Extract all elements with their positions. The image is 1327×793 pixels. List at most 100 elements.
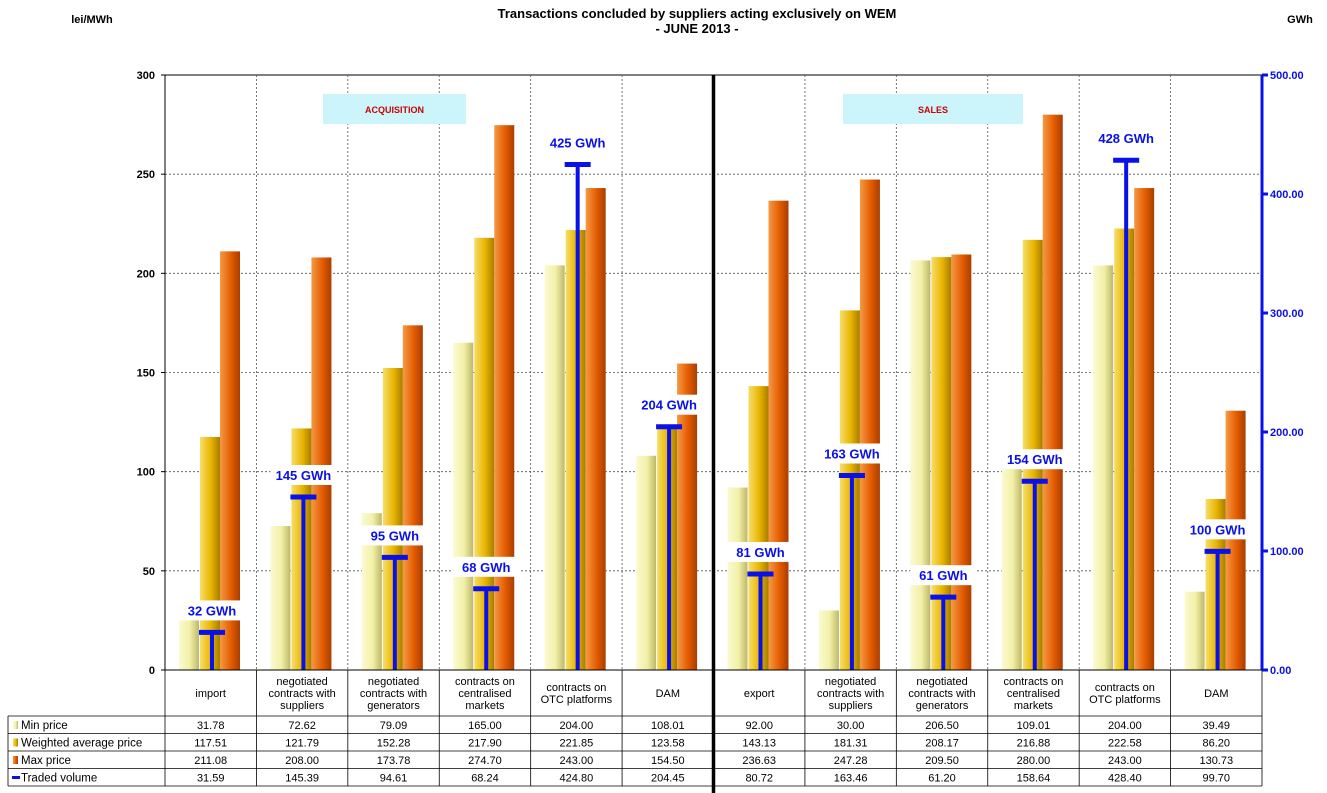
table-cell: 108.01: [651, 720, 685, 732]
table-cell: 31.59: [197, 773, 225, 785]
table-cell: 216.88: [1017, 738, 1051, 750]
volume-label-box: [361, 525, 428, 546]
bar-max-price: [402, 325, 423, 670]
left-tick-label: 50: [143, 566, 155, 578]
bar-min-price: [544, 265, 565, 670]
volume-label-box: [636, 394, 703, 415]
bar-min-price: [1001, 453, 1022, 670]
bar-max-price: [494, 125, 515, 670]
group-box-0: [323, 94, 466, 124]
table-cell: 243.00: [560, 755, 594, 767]
left-axis-label: lei/MWh: [71, 14, 113, 26]
volume-label: 100 GWh: [1190, 522, 1246, 537]
table-cell: 123.58: [651, 738, 685, 750]
bar-min-price: [179, 606, 199, 670]
group-label-sales: SALES: [918, 105, 948, 115]
table-cell: 222.58: [1108, 738, 1142, 750]
table-cell: 173.78: [377, 755, 411, 767]
bar-max-price: [220, 251, 240, 670]
left-tick-label: 200: [137, 268, 155, 280]
bar-min-price: [636, 455, 657, 670]
table-cell: 274.70: [468, 755, 502, 767]
group-label-acquisition: ACQUISITION: [365, 105, 424, 115]
table-cell: 181.31: [834, 738, 868, 750]
right-tick-label: 300.00: [1270, 308, 1304, 320]
left-tick-label: 250: [137, 169, 155, 181]
volume-label: 154 GWh: [1007, 452, 1063, 467]
chart-title: Transactions concluded by suppliers acti…: [498, 6, 897, 21]
volume-label-box: [1093, 128, 1160, 149]
volume-label-box: [910, 565, 977, 586]
bar-min-price: [910, 260, 931, 670]
bar-max-price: [677, 363, 698, 670]
left-tick-label: 0: [149, 665, 155, 677]
legend-label: Max price: [21, 755, 71, 767]
table-cell: 68.24: [471, 773, 499, 785]
bar-max-price: [585, 188, 606, 671]
table-cell: 208.17: [925, 738, 959, 750]
table-cell: 39.49: [1203, 720, 1231, 732]
table-cell: 31.78: [197, 720, 225, 732]
bar-max-price: [1042, 114, 1063, 670]
table-cell: 206.50: [925, 720, 959, 732]
category-label: DAM: [656, 688, 680, 700]
data-table: import negotiated contracts with suppliers n…: [7, 669, 1263, 787]
bar-weighted-average-price: [382, 367, 403, 670]
table-cell: 30.00: [837, 720, 865, 732]
bar-max-price: [768, 200, 789, 670]
volume-label: 81 GWh: [736, 545, 784, 560]
volume-label-box: [818, 443, 885, 464]
bar-min-price: [361, 513, 382, 670]
bar-min-price: [270, 525, 291, 670]
table-cell: 236.63: [742, 755, 776, 767]
table-cell: 79.09: [380, 720, 408, 732]
legend-label: Weighted average price: [21, 738, 142, 750]
category-label: contracts on OTC platforms: [541, 682, 613, 706]
table-cell: 94.61: [380, 773, 408, 785]
table-cell: 72.62: [288, 720, 316, 732]
volume-label-box: [1001, 449, 1068, 470]
bar-min-price: [727, 487, 748, 670]
legend-swatch: [13, 721, 18, 729]
bar-max-price: [311, 257, 332, 670]
table-cell: 117.51: [194, 738, 227, 750]
legend-label: Min price: [21, 720, 68, 732]
legend-swatch: [13, 738, 18, 747]
bar-max-price: [1134, 188, 1155, 671]
table-cell: 158.64: [1017, 773, 1051, 785]
right-tick-label: 100.00: [1270, 546, 1304, 558]
table-cell: 428.40: [1108, 773, 1142, 785]
category-label: negotiated contracts with generators: [360, 676, 427, 712]
volume-label-box: [453, 556, 520, 577]
category-label: negotiated contracts with suppliers: [269, 676, 336, 712]
table-cell: 208.00: [285, 755, 319, 767]
table-cell: 424.80: [560, 773, 594, 785]
category-label: export: [744, 688, 775, 700]
bar-min-price: [1093, 265, 1114, 670]
category-label: DAM: [1204, 688, 1228, 700]
bar-min-price: [1184, 591, 1205, 670]
table-cell: 154.50: [651, 755, 685, 767]
table-cell: 204.45: [651, 773, 685, 785]
table-cell: 204.00: [1108, 720, 1142, 732]
category-label: negotiated contracts with suppliers: [817, 676, 884, 712]
table-cell: 217.90: [468, 738, 502, 750]
table-cell: 109.01: [1017, 720, 1051, 732]
volume-label: 145 GWh: [276, 468, 332, 483]
volume-label-box: [727, 541, 794, 562]
volume-label-box: [544, 132, 611, 153]
table-cell: 61.20: [928, 773, 956, 785]
traded-volume-markers: 32 GWh 145 GWh 95 GWh 68 GWh 425 GWh 204 GWh 8…: [179, 128, 1251, 670]
table-cell: 165.00: [468, 720, 502, 732]
category-label: contracts on centralised markets: [1003, 676, 1063, 712]
chart-subtitle: - JUNE 2013 -: [655, 21, 738, 36]
table-cell: 130.73: [1199, 755, 1233, 767]
right-tick-label: 200.00: [1270, 427, 1304, 439]
bar-min-price: [453, 342, 474, 670]
table-cell: 211.08: [194, 755, 227, 767]
table-cell: 152.28: [377, 738, 411, 750]
group-labels: ACQUISITION SALES: [323, 94, 1023, 124]
table-cell: 163.46: [834, 773, 868, 785]
bar-max-price: [951, 254, 972, 670]
